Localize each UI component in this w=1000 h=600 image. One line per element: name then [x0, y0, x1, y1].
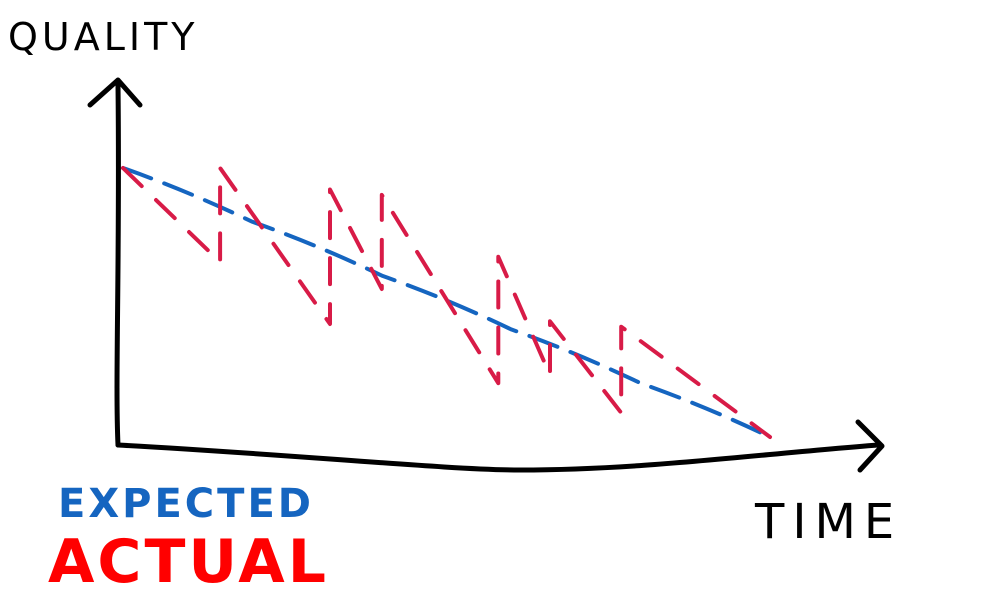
data-point-expected: [639, 381, 643, 385]
series-expected: [121, 166, 772, 439]
data-point-actual: [218, 260, 222, 264]
legend-label-actual: ACTUAL: [48, 527, 329, 597]
x-axis-arrowhead: [855, 419, 885, 473]
y-axis-label: QUALITY: [8, 15, 199, 59]
x-axis-line: [115, 442, 881, 473]
data-point-actual: [768, 435, 772, 439]
series-actual: [121, 166, 772, 439]
data-point-expected: [380, 274, 384, 278]
data-point-expected: [250, 220, 254, 224]
data-point-actual: [328, 188, 332, 192]
data-point-actual: [548, 319, 552, 323]
data-point-actual: [380, 287, 384, 291]
y-axis-line: [114, 82, 121, 448]
x-axis-label: TIME: [754, 494, 902, 550]
data-point-expected: [509, 327, 513, 331]
legend-label-expected: EXPECTED: [58, 481, 314, 527]
data-point-actual: [218, 166, 222, 170]
data-point-actual: [619, 325, 623, 329]
data-point-actual: [496, 381, 500, 385]
series-line-actual: [121, 166, 772, 439]
series-layer: [121, 166, 772, 439]
data-point-actual: [619, 411, 623, 415]
data-point-actual: [380, 193, 384, 197]
series-line-expected: [121, 166, 772, 439]
data-point-actual: [121, 166, 125, 170]
data-point-actual: [496, 255, 500, 259]
data-point-actual: [328, 322, 332, 326]
y-axis-arrowhead: [87, 77, 143, 108]
data-point-actual: [548, 373, 552, 377]
